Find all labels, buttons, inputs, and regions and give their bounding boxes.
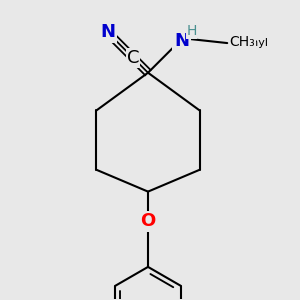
Text: N: N: [100, 23, 115, 41]
Text: N: N: [174, 32, 189, 50]
Text: C: C: [127, 49, 140, 67]
Text: H: H: [186, 24, 197, 38]
Text: O: O: [140, 212, 156, 230]
Text: methyl: methyl: [229, 38, 268, 48]
Text: CH₃: CH₃: [229, 35, 255, 49]
